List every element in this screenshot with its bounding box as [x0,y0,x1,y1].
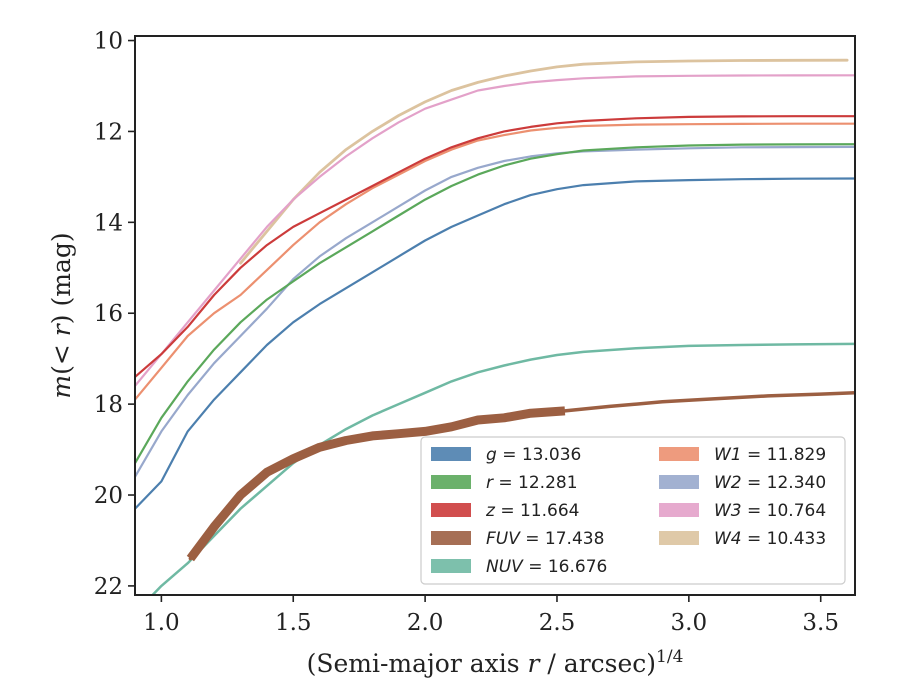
legend-label-w1: W1 = 11.829 [714,445,826,465]
legend-swatch-w2 [659,475,699,489]
y-tick-label: 18 [94,392,123,418]
x-tick-label: 3.0 [671,610,708,636]
legend-swatch-z [431,503,471,517]
x-tick-label: 1.5 [275,610,312,636]
y-tick-label: 22 [94,574,123,600]
y-tick-label: 14 [94,210,123,236]
legend-swatch-w4 [659,531,699,545]
y-tick-label: 10 [94,29,123,55]
series-line-g [135,177,855,510]
plot-frame [134,35,856,596]
x-axis-label: (Semi-major axis r / arcsec)1/4 [307,647,684,678]
x-tick-label: 3.5 [802,610,839,636]
series-line-z [135,115,855,378]
legend-label-w2: W2 = 12.340 [714,473,826,493]
legend-label-w4: W4 = 10.433 [714,529,826,549]
legend-label-g: g = 13.036 [486,445,581,465]
series-line-w4 [239,58,849,265]
x-tick-label: 2.0 [407,610,444,636]
y-tick-label: 20 [94,483,123,509]
legend-swatch-r [431,475,471,489]
series-line-w1 [135,122,855,401]
series-line-nuv [150,342,855,595]
legend-swatch-nuv [431,559,471,573]
legend-label-nuv: NUV = 16.676 [486,557,607,577]
x-tick-label: 2.5 [539,610,576,636]
series-line-w2 [135,145,855,478]
x-tick-label: 1.0 [143,610,180,636]
legend-label-z: z = 11.664 [485,501,579,521]
y-axis-label: m(< r) (mag) [47,232,76,398]
legend-swatch-w1 [659,447,699,461]
y-tick-label: 12 [94,119,123,145]
legend-swatch-w3 [659,503,699,517]
series-line-r [135,143,855,465]
series-band-fuv [186,406,566,562]
legend-box [420,436,846,585]
legend-swatch-fuv [431,531,471,545]
legend-label-w3: W3 = 10.764 [714,501,826,521]
legend-label-fuv: FUV = 17.438 [486,529,604,549]
legend-label-r: r = 12.281 [486,473,578,493]
series-line-w3 [135,74,855,387]
y-tick-label: 16 [94,301,123,327]
legend-swatch-g [431,447,471,461]
